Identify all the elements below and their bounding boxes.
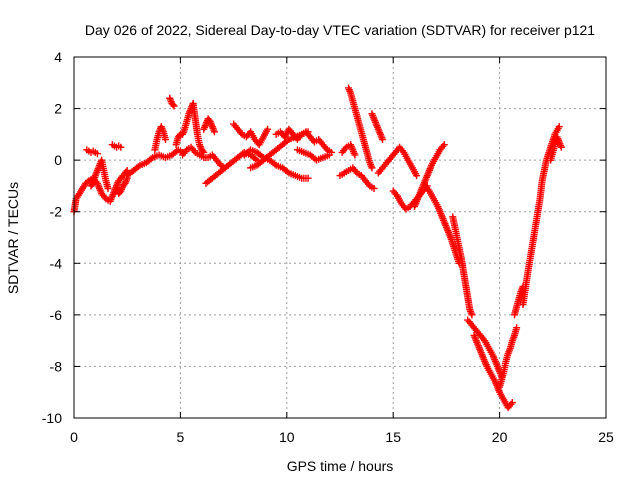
series-track-1	[70, 166, 131, 216]
data-point-dense	[175, 132, 183, 140]
x-tick-label: 15	[385, 429, 401, 445]
data-point-dense	[467, 307, 475, 315]
series-track-11	[200, 115, 218, 136]
series-track-32	[547, 133, 565, 164]
series-track-20	[345, 84, 376, 172]
series-track-10	[179, 143, 229, 172]
data-point	[210, 128, 218, 136]
y-tick-label: 0	[54, 152, 62, 168]
data-point	[368, 164, 376, 172]
data-point	[117, 143, 125, 151]
series-track-6	[123, 146, 187, 180]
data-point	[170, 102, 178, 110]
series-track-2	[83, 146, 101, 158]
data-point	[93, 150, 101, 158]
series-track-8	[166, 94, 178, 110]
x-axis-label: GPS time / hours	[287, 458, 394, 474]
y-tick-label: 4	[54, 49, 62, 65]
data-point-dense	[134, 163, 142, 171]
data-point-dense	[199, 147, 207, 155]
data-point-dense	[283, 137, 291, 145]
x-tick-label: 20	[492, 429, 508, 445]
data-point-dense	[467, 309, 475, 317]
series-track-29	[496, 324, 521, 391]
series-track-21	[368, 110, 387, 144]
data-point	[413, 172, 421, 180]
data-point	[304, 174, 312, 182]
data-point-dense	[283, 168, 291, 176]
series-track-25	[421, 182, 463, 267]
series-track-31	[519, 123, 563, 309]
data-point	[557, 143, 565, 151]
data-point	[162, 136, 170, 144]
data-point	[104, 185, 112, 193]
series-track-3	[87, 156, 112, 193]
series-track-7	[151, 123, 170, 154]
x-tick-label: 10	[279, 429, 295, 445]
x-tick-label: 5	[177, 429, 185, 445]
axis-ticks: 0 5 10 15 20 25 -10 -8 -6 -4 -2 0 2 4	[42, 49, 614, 445]
x-tick-label: 25	[598, 429, 614, 445]
series-track-5	[113, 174, 131, 198]
series-track-18	[336, 164, 378, 193]
y-tick-label: 2	[54, 101, 62, 117]
grid	[74, 57, 606, 418]
data-point	[370, 185, 378, 193]
series-track-16	[272, 125, 335, 156]
y-tick-label: -4	[50, 255, 63, 271]
series-track-9	[172, 99, 208, 156]
series-track-15	[247, 128, 312, 172]
data-point	[440, 141, 448, 149]
data-point	[379, 136, 387, 144]
data-point-dense	[83, 178, 91, 186]
data-point	[325, 151, 333, 159]
y-tick-label: -2	[50, 204, 63, 220]
data-point-dense	[271, 160, 279, 168]
series-track-28	[470, 331, 516, 412]
x-tick-label: 0	[70, 429, 78, 445]
data-point	[555, 123, 563, 131]
data-point	[264, 125, 272, 133]
y-tick-label: -10	[42, 410, 62, 426]
series-track-17	[293, 146, 333, 164]
series-track-4	[108, 141, 125, 151]
data-point-dense	[147, 155, 155, 163]
data-point	[351, 151, 359, 159]
y-axis-label: SDTVAR / TECUs	[5, 182, 21, 294]
data-point	[468, 311, 476, 319]
data-point-dense	[88, 181, 96, 189]
series-track-30	[510, 282, 527, 319]
series-track-13	[230, 120, 272, 149]
y-tick-label: -6	[50, 307, 63, 323]
chart-title: Day 026 of 2022, Sidereal Day-to-day VTE…	[85, 22, 595, 38]
data-point	[508, 399, 516, 407]
data-point	[513, 324, 521, 332]
data-series	[70, 84, 565, 412]
series-track-27	[464, 316, 506, 381]
series-track-19	[338, 141, 359, 159]
plot-frame	[73, 56, 607, 419]
series-track-22	[374, 143, 421, 180]
series-track-26	[449, 213, 476, 319]
y-tick-label: -8	[50, 358, 63, 374]
data-point-dense	[169, 101, 177, 109]
data-point-dense	[251, 155, 259, 163]
